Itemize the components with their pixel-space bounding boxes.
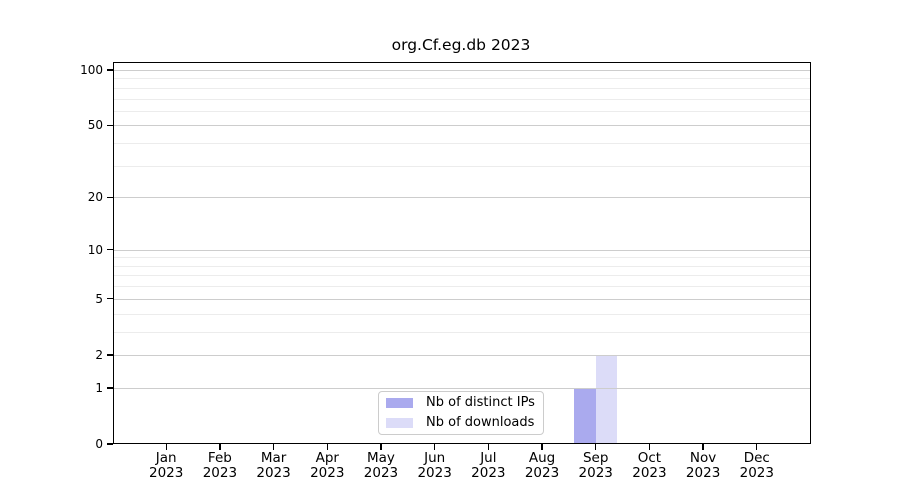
x-tick-label-oct: Oct 2023: [609, 451, 689, 481]
x-tick-month: Apr: [315, 450, 339, 466]
plot-area: [112, 62, 811, 444]
y-tick-label-50: 50: [87, 118, 103, 133]
y-tick-mark-50: [106, 124, 113, 127]
bar-distinct-ips-sep: [574, 387, 596, 444]
x-tick-year: 2023: [310, 465, 345, 481]
y-tick-mark-1: [106, 387, 113, 389]
x-tick-mark-jun: [434, 444, 436, 450]
gridline-major-10: [112, 249, 811, 251]
x-tick-month: Nov: [689, 450, 717, 466]
x-tick-label-apr: Apr 2023: [287, 451, 367, 481]
x-tick-label-jul: Jul 2023: [448, 451, 528, 481]
gridline-minor-9: [112, 257, 811, 259]
x-tick-year: 2023: [685, 465, 721, 481]
gridline-minor-4: [112, 313, 811, 315]
x-tick-year: 2023: [578, 465, 613, 481]
x-tick-mark-may: [380, 444, 382, 450]
x-tick-month: May: [366, 450, 395, 466]
gridline-major-100: [112, 70, 811, 71]
x-tick-month: Mar: [260, 450, 287, 466]
y-tick-label-5: 5: [95, 291, 103, 306]
gridline-major-5: [112, 298, 811, 300]
x-tick-mark-mar: [272, 444, 275, 450]
x-tick-label-dec: Dec 2023: [717, 451, 797, 481]
x-tick-year: 2023: [363, 465, 399, 481]
gridline-minor-3: [112, 331, 811, 333]
legend-label-downloads: Nb of downloads: [426, 415, 535, 431]
x-tick-year: 2023: [632, 465, 667, 481]
gridline-major-50: [112, 125, 811, 127]
x-tick-mark-aug: [541, 444, 543, 450]
x-tick-mark-jul: [487, 444, 489, 450]
x-tick-label-jan: Jan 2023: [126, 451, 206, 481]
y-tick-mark-20: [106, 196, 113, 198]
y-tick-mark-5: [106, 298, 113, 300]
x-tick-label-feb: Feb 2023: [180, 451, 260, 481]
gridline-minor-80: [112, 87, 811, 89]
x-tick-year: 2023: [202, 465, 238, 481]
gridline-minor-7: [112, 275, 811, 277]
gridline-minor-30: [112, 165, 811, 167]
x-tick-month: Jun: [424, 450, 446, 466]
gridline-minor-40: [112, 143, 811, 145]
x-tick-mark-feb: [219, 444, 221, 450]
x-tick-mark-nov: [702, 444, 704, 450]
x-tick-year: 2023: [524, 465, 560, 481]
x-tick-label-nov: Nov 2023: [663, 451, 743, 481]
y-tick-label-1: 1: [95, 380, 103, 395]
gridline-major-2: [112, 354, 811, 356]
x-tick-mark-sep: [595, 444, 597, 450]
x-tick-mark-oct: [648, 444, 651, 450]
x-tick-year: 2023: [256, 465, 291, 481]
gridline-minor-90: [112, 78, 811, 80]
legend-label-distinct-ips: Nb of distinct IPs: [426, 395, 535, 411]
x-tick-year: 2023: [149, 465, 184, 481]
gridline-minor-8: [112, 265, 811, 267]
x-tick-year: 2023: [739, 465, 774, 481]
x-tick-label-mar: Mar 2023: [234, 451, 314, 481]
x-tick-year: 2023: [471, 465, 506, 481]
gridline-minor-6: [112, 286, 811, 288]
gridline-major-1: [112, 387, 811, 389]
legend: Nb of distinct IPs Nb of downloads: [378, 390, 544, 435]
legend-item-downloads: Nb of downloads: [386, 415, 543, 431]
y-tick-mark-10: [106, 249, 113, 251]
legend-swatch-downloads-icon: [386, 417, 413, 428]
gridline-minor-60: [112, 110, 811, 112]
y-tick-label-0: 0: [95, 437, 103, 451]
x-tick-month: Jan: [155, 450, 177, 466]
x-tick-label-may: May 2023: [341, 451, 421, 481]
x-tick-mark-dec: [756, 444, 758, 450]
y-tick-label-2: 2: [95, 347, 103, 362]
x-tick-month: Feb: [207, 450, 232, 466]
x-tick-label-jun: Jun 2023: [395, 451, 475, 481]
x-tick-month: Oct: [637, 450, 662, 466]
y-tick-mark-0: [106, 443, 113, 445]
gridline-minor-70: [112, 98, 811, 100]
x-tick-month: Dec: [743, 450, 770, 466]
y-tick-label-20: 20: [87, 190, 103, 205]
bar-downloads-sep: [595, 354, 618, 444]
y-tick-mark-100: [106, 69, 113, 71]
x-tick-month: Aug: [528, 450, 556, 466]
y-tick-label-100: 100: [80, 63, 103, 77]
y-tick-mark-2: [106, 354, 113, 356]
x-tick-year: 2023: [417, 465, 452, 481]
x-tick-label-sep: Sep 2023: [556, 451, 636, 481]
x-tick-mark-jan: [165, 444, 167, 450]
x-tick-month: Jul: [480, 450, 497, 466]
gridline-major-20: [112, 197, 811, 199]
y-tick-label-10: 10: [87, 242, 103, 257]
chart-title: org.Cf.eg.db 2023: [391, 36, 531, 54]
x-tick-mark-apr: [326, 444, 328, 450]
legend-swatch-distinct-ips-icon: [386, 397, 413, 408]
legend-item-distinct-ips: Nb of distinct IPs: [386, 395, 543, 411]
x-tick-label-aug: Aug 2023: [502, 451, 582, 481]
x-tick-month: Sep: [582, 450, 609, 466]
